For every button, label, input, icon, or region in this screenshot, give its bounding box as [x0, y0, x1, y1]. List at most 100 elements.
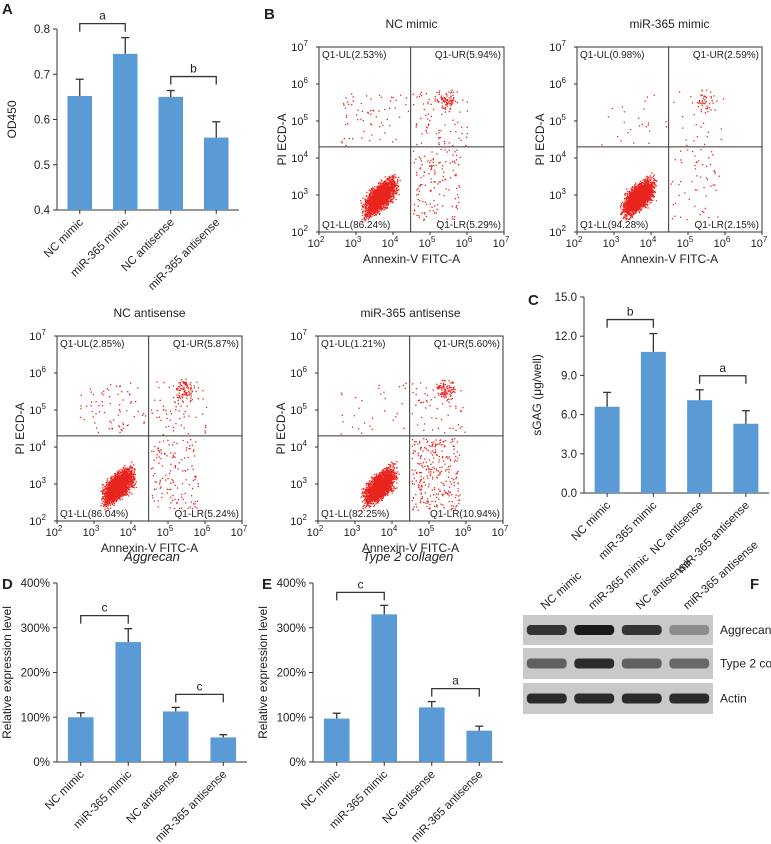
event-dot — [438, 181, 440, 183]
event-dot — [386, 194, 388, 196]
event-dot — [628, 212, 630, 215]
event-dot — [624, 214, 626, 216]
event-dot — [345, 144, 347, 147]
event-dot — [385, 180, 387, 183]
event-dot — [386, 207, 388, 209]
y-tick-label: 0.7 — [34, 69, 50, 81]
event-dot — [632, 197, 634, 200]
y-tick-label: 300% — [21, 623, 50, 635]
event-dot — [367, 206, 370, 209]
event-dot — [623, 204, 626, 207]
event-dot — [388, 190, 390, 192]
event-dot — [379, 207, 382, 209]
event-dot — [375, 199, 378, 201]
event-dot — [639, 192, 641, 194]
event-dot — [442, 175, 444, 178]
event-dot — [650, 191, 653, 193]
significance-bracket — [698, 375, 747, 384]
event-dot — [378, 190, 380, 192]
event-dot — [388, 182, 390, 184]
event-dot — [375, 195, 378, 198]
event-dot — [651, 188, 654, 191]
event-dot — [391, 195, 393, 197]
event-dot — [643, 189, 646, 192]
event-dot — [384, 195, 386, 197]
event-dot — [375, 214, 377, 216]
event-dot — [448, 149, 450, 151]
event-dot — [384, 188, 386, 190]
event-dot — [653, 187, 655, 190]
event-dot — [375, 192, 377, 194]
y-axis-label: PI ECD-A — [275, 113, 289, 165]
event-dot — [387, 179, 390, 181]
event-dot — [627, 202, 629, 204]
event-dot — [381, 187, 383, 189]
event-dot — [639, 185, 641, 188]
event-dot — [628, 203, 631, 205]
event-dot — [378, 203, 380, 206]
event-dot — [382, 182, 385, 184]
event-dot — [391, 198, 393, 200]
event-dot — [384, 199, 386, 201]
event-dot — [380, 199, 383, 202]
event-dot — [390, 187, 393, 189]
event-dot — [450, 103, 452, 105]
event-dot — [378, 193, 380, 196]
event-dot — [432, 159, 435, 161]
event-dot — [383, 193, 385, 196]
event-dot — [459, 156, 461, 159]
event-dot — [392, 141, 394, 143]
event-dot — [377, 182, 380, 185]
event-dot — [367, 209, 369, 211]
event-dot — [386, 178, 388, 180]
event-dot — [628, 212, 630, 214]
event-dot — [383, 197, 386, 199]
event-dot — [450, 91, 453, 93]
event-dot — [422, 219, 425, 221]
event-dot — [420, 158, 422, 160]
event-dot — [377, 193, 379, 195]
event-dot — [375, 186, 378, 188]
event-dot — [371, 207, 373, 210]
y-tick-label: 15.0 — [555, 292, 577, 304]
event-dot — [640, 209, 643, 211]
event-dot — [372, 201, 374, 203]
event-dot — [630, 195, 633, 198]
event-dot — [366, 202, 368, 204]
event-dot — [369, 209, 371, 211]
event-dot — [393, 185, 395, 187]
x-tick-exponent: 4 — [394, 235, 399, 244]
event-dot — [628, 208, 631, 210]
event-dot — [649, 179, 651, 182]
event-dot — [443, 107, 445, 109]
event-dot — [374, 212, 376, 214]
event-dot — [626, 188, 628, 190]
event-dot — [387, 187, 389, 189]
event-dot — [454, 123, 456, 126]
y-tick-label: 6.0 — [561, 410, 577, 422]
event-dot — [466, 136, 468, 139]
event-dot — [378, 196, 380, 199]
event-dot — [380, 208, 382, 210]
event-dot — [635, 210, 637, 212]
event-dot — [393, 186, 395, 188]
event-dot — [370, 212, 373, 215]
event-dot — [655, 200, 658, 202]
event-dot — [374, 196, 376, 198]
event-dot — [380, 96, 382, 99]
event-dot — [395, 193, 397, 195]
event-dot — [649, 181, 651, 183]
event-dot — [380, 188, 382, 190]
event-dot — [646, 204, 649, 206]
event-dot — [361, 219, 363, 221]
event-dot — [375, 210, 378, 213]
event-dot — [371, 206, 374, 208]
event-dot — [419, 167, 422, 169]
event-dot — [633, 201, 635, 203]
event-dot — [448, 110, 450, 113]
bar — [203, 137, 229, 210]
event-dot — [382, 184, 385, 187]
event-dot — [368, 205, 370, 207]
event-dot — [378, 191, 380, 194]
event-dot — [452, 154, 454, 156]
